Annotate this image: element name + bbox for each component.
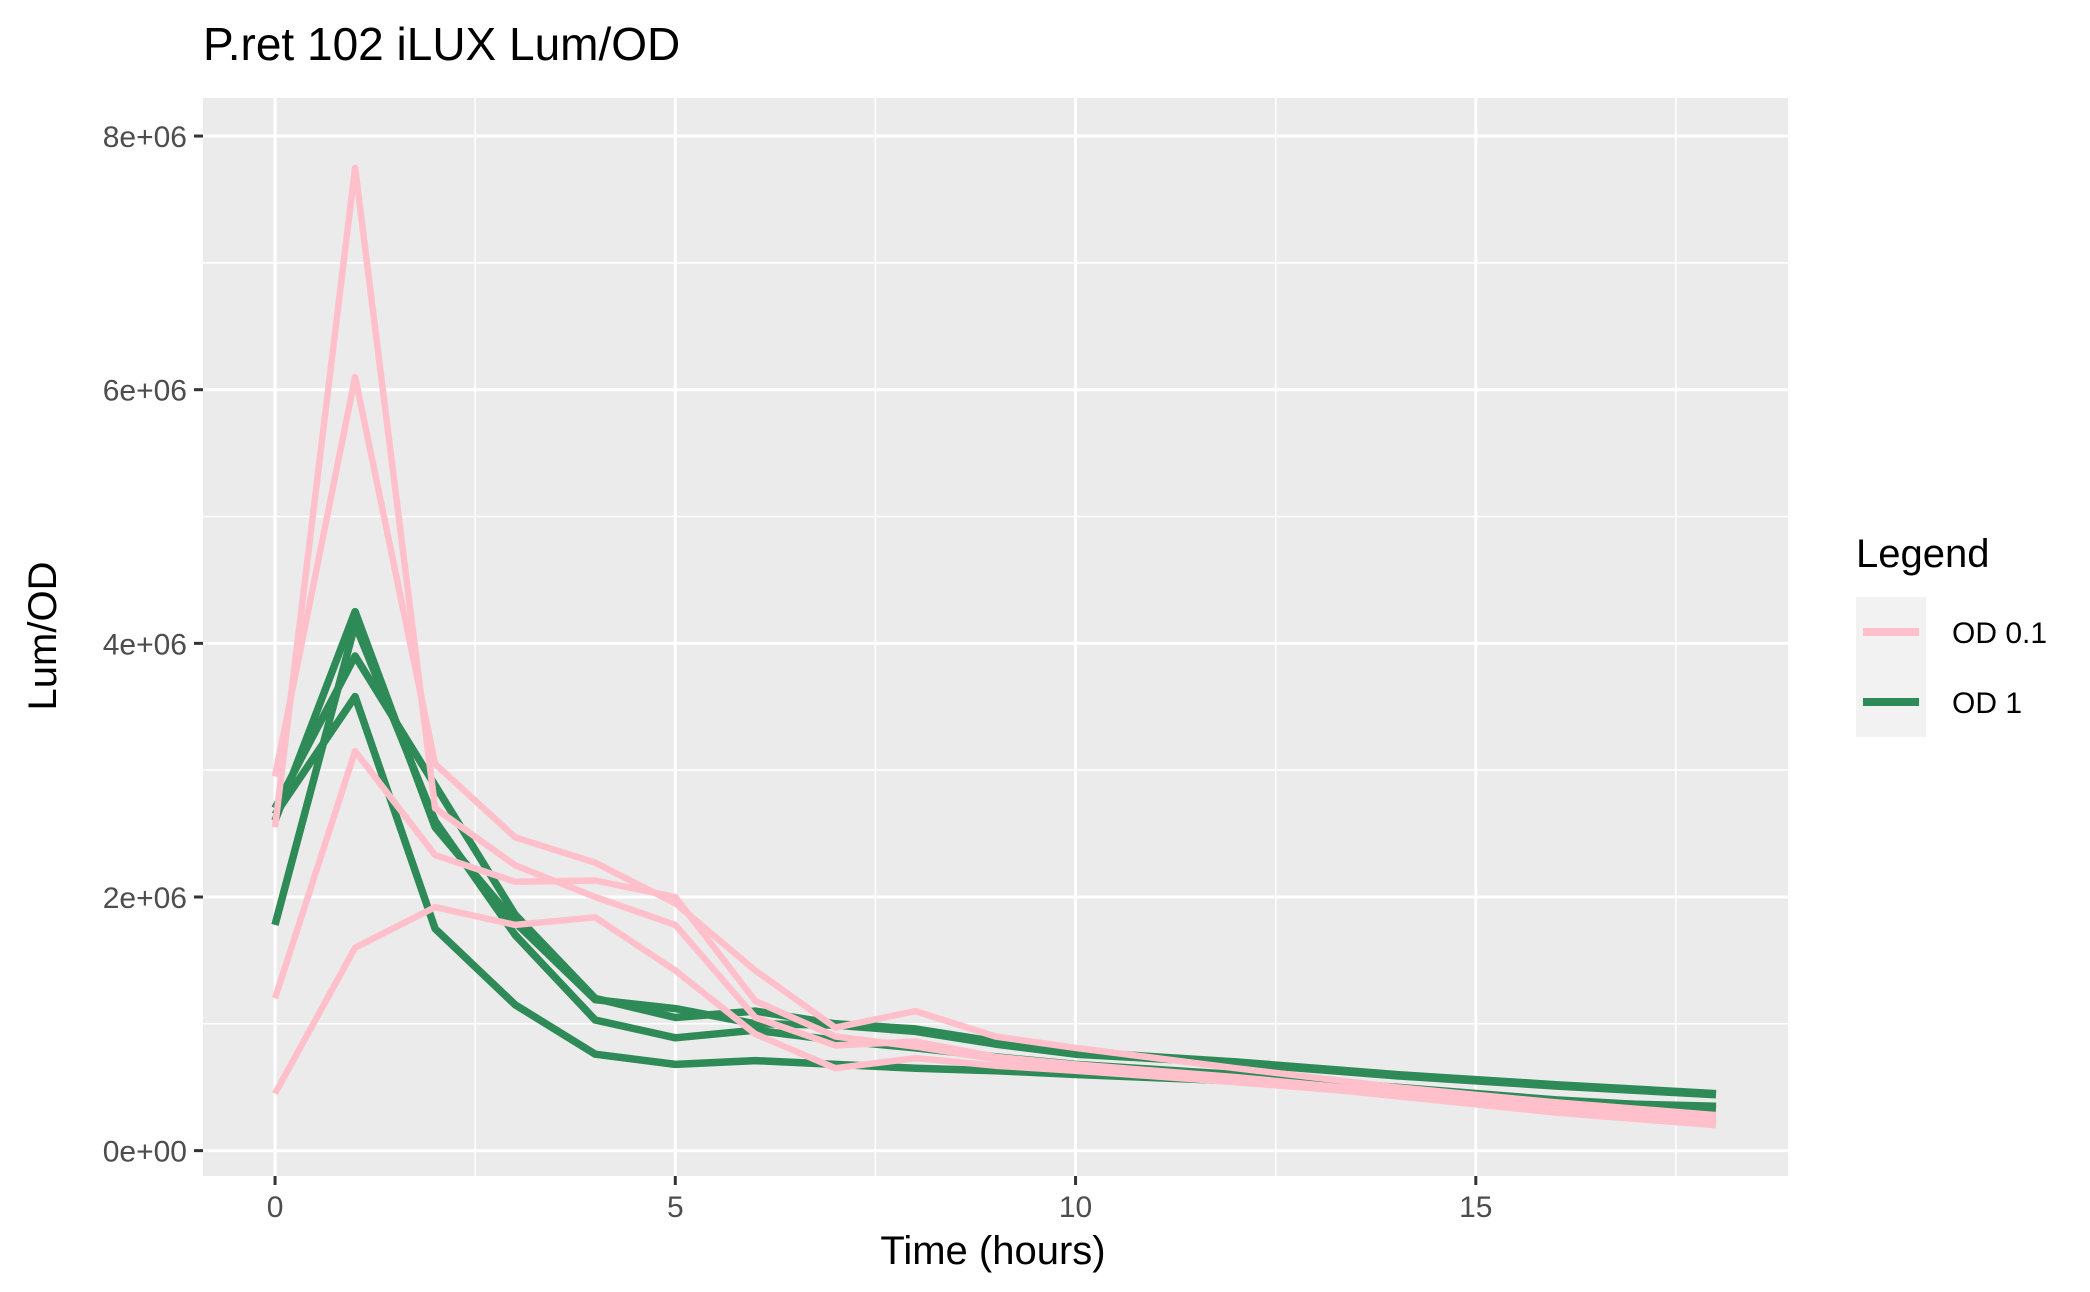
series-line: [271, 164, 1717, 1123]
y-axis-title: Lum/OD: [21, 562, 65, 711]
y-tick-label: 8e+06: [103, 121, 187, 154]
x-axis-title: Time (hours): [880, 1229, 1105, 1273]
minor-gridlines: [203, 98, 1788, 1176]
series-line: [271, 373, 1717, 1119]
x-tick-label: 5: [667, 1191, 684, 1224]
y-tick-label: 6e+06: [103, 375, 187, 408]
x-axis: 0 5 10 15: [267, 1176, 1492, 1224]
y-tick-label: 0e+00: [103, 1136, 187, 1169]
plot-panel: [203, 98, 1788, 1176]
legend: Legend OD 0.1 OD 1: [1856, 532, 2047, 737]
x-tick-label: 15: [1459, 1191, 1492, 1224]
major-gridlines: [203, 98, 1788, 1176]
x-tick-label: 10: [1059, 1191, 1092, 1224]
legend-label: OD 1: [1952, 687, 2022, 720]
series-lines: [271, 164, 1717, 1129]
legend-items: OD 0.1 OD 1: [1856, 597, 2047, 737]
series-line: [272, 903, 1717, 1128]
legend-title: Legend: [1856, 532, 1989, 576]
panel-background: [203, 98, 1788, 1176]
y-axis: 0e+00 2e+06 4e+06 6e+06 8e+06: [103, 121, 203, 1169]
y-tick-label: 4e+06: [103, 628, 187, 661]
chart-title: P.ret 102 iLUX Lum/OD: [203, 18, 680, 70]
y-tick-label: 2e+06: [103, 882, 187, 915]
x-tick-label: 0: [267, 1191, 284, 1224]
legend-label: OD 0.1: [1952, 617, 2047, 650]
